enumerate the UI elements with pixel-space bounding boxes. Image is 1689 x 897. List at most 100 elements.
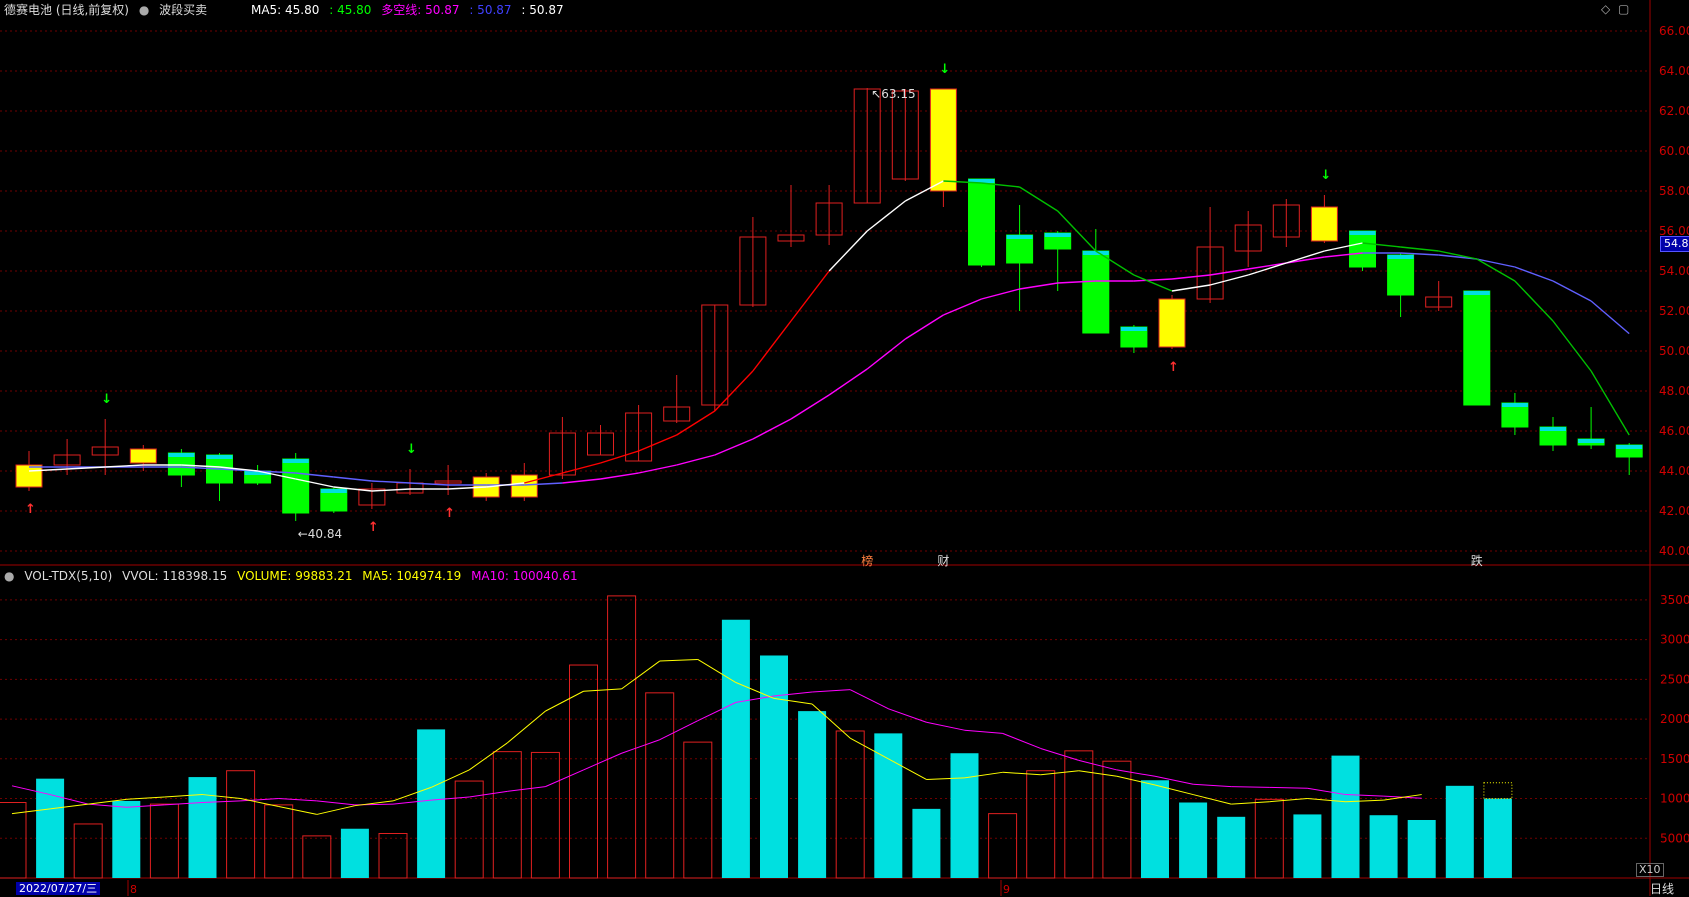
volume-indicator-name[interactable]: VOL-TDX(5,10) — [24, 569, 113, 583]
price-tick-label: 58.00 — [1659, 184, 1689, 198]
candle-cap — [1616, 445, 1643, 449]
volume-bar — [1026, 770, 1056, 879]
volume-ma10-line — [697, 701, 737, 722]
ma10-line — [1552, 280, 1592, 302]
volume-tick-label: 15000 — [1660, 752, 1689, 766]
volume-bar — [1254, 798, 1284, 879]
volume-ma5-line — [1116, 775, 1156, 786]
candle-cap — [282, 459, 309, 463]
volume-bar — [1141, 780, 1169, 878]
volume-ma10-line — [126, 804, 165, 808]
volume-ma10-line — [1116, 769, 1156, 777]
candle-body — [1006, 234, 1034, 264]
volume-ma5-line — [1231, 801, 1270, 805]
price-tick-label: 46.00 — [1659, 424, 1689, 438]
ma5-line — [524, 472, 563, 484]
buy-arrow-icon: ↑ — [1168, 360, 1179, 375]
volume-ma10-line — [392, 799, 432, 805]
candle-body — [1082, 250, 1110, 334]
volume-bar — [1407, 819, 1436, 878]
volume-bar — [1331, 755, 1360, 878]
candle-cap — [206, 455, 233, 459]
zoom-indicator[interactable]: X10 — [1636, 863, 1664, 877]
ma10-line — [257, 470, 296, 474]
restore-icon[interactable]: ◇ — [1601, 2, 1611, 16]
volume-dropdown-icon[interactable]: ● — [4, 569, 15, 583]
ma5-line — [333, 486, 372, 492]
volume-ma5-line — [773, 697, 813, 705]
volume-ma10-line — [11, 785, 51, 796]
ma10-line — [1324, 252, 1363, 258]
volume-bar — [645, 692, 675, 879]
ma5-line — [981, 182, 1020, 188]
candle-body — [1234, 224, 1262, 252]
ma10-line — [409, 482, 449, 486]
volume-bar — [607, 595, 637, 879]
volume-bar — [798, 711, 827, 878]
volume-bar — [1293, 814, 1322, 878]
volume-bar — [1179, 802, 1208, 878]
candle-body — [891, 90, 919, 180]
volume-bar — [149, 803, 179, 879]
bull-bear-value-2: : 50.87 — [469, 3, 512, 17]
volume-ma5-line — [468, 742, 508, 771]
high-price-annotation: ↖63.15 — [871, 87, 915, 101]
event-marker-cai: 财 — [937, 554, 949, 568]
volume-bar — [1483, 798, 1512, 878]
candle-cap — [1463, 291, 1490, 295]
ma10-line — [1019, 282, 1058, 290]
volume-ma10-line — [659, 720, 699, 741]
candle-cap — [1044, 233, 1071, 237]
price-tick-label: 64.00 — [1659, 64, 1689, 78]
volume-ma5-line — [926, 777, 965, 780]
sell-arrow-icon: ↓ — [1320, 168, 1331, 183]
volume-ma5-line — [1078, 770, 1117, 777]
volume-panel-legend: ● VOL-TDX(5,10) VVOL: 118398.15 VOLUME: … — [4, 569, 584, 583]
volume-ma5-line — [849, 737, 889, 760]
ma10-line — [1209, 268, 1249, 276]
volume-value: VOLUME: 99883.21 — [237, 569, 353, 583]
ma5-line — [676, 410, 716, 436]
volume-ma5-line — [506, 710, 546, 744]
volume-ma10-value: MA10: 100040.61 — [471, 569, 578, 583]
ma5-value-2: : 45.80 — [329, 3, 372, 17]
ma5-line — [1438, 250, 1477, 260]
candle-body — [434, 480, 462, 484]
volume-tick-label: 5000 — [1660, 831, 1689, 845]
ma10-line — [600, 472, 639, 480]
indicator-dropdown-icon[interactable]: ● — [138, 3, 150, 17]
ma10-line — [1476, 258, 1516, 268]
candle-body — [1425, 296, 1453, 308]
volume-bar — [683, 741, 713, 879]
ma5-line — [638, 434, 677, 452]
period-label[interactable]: 日线 — [1650, 882, 1675, 896]
ma10-line — [1286, 256, 1325, 264]
volume-ma10-line — [1345, 794, 1384, 797]
volume-forecast-box — [1483, 782, 1513, 800]
volume-ma5-line — [88, 798, 127, 805]
volume-ma5-line — [888, 758, 927, 780]
price-tick-label: 44.00 — [1659, 464, 1689, 478]
ma10-line — [943, 298, 982, 316]
ma5-line — [714, 370, 754, 412]
volume-ma5-line — [1154, 784, 1194, 796]
candle-cap — [968, 179, 995, 183]
price-tick-label: 50.00 — [1659, 344, 1689, 358]
volume-ma5-line — [430, 769, 470, 788]
candle-cap — [1387, 255, 1414, 259]
volume-ma10-line — [202, 800, 241, 804]
volume-bar — [1217, 816, 1246, 878]
ma5-line — [562, 462, 601, 474]
volume-ma10-line — [1040, 747, 1079, 761]
ma5-line — [752, 320, 792, 372]
ma10-line — [181, 466, 220, 470]
indicator-name[interactable]: 波段买卖 — [159, 3, 208, 17]
maximize-icon[interactable]: ▢ — [1618, 2, 1630, 16]
ma5-line — [1133, 274, 1173, 292]
volume-ma5-line — [1307, 798, 1346, 803]
candle-body — [587, 432, 614, 456]
volume-bar — [264, 804, 294, 879]
ma5-line — [371, 488, 411, 492]
volume-ma10-line — [849, 689, 889, 710]
